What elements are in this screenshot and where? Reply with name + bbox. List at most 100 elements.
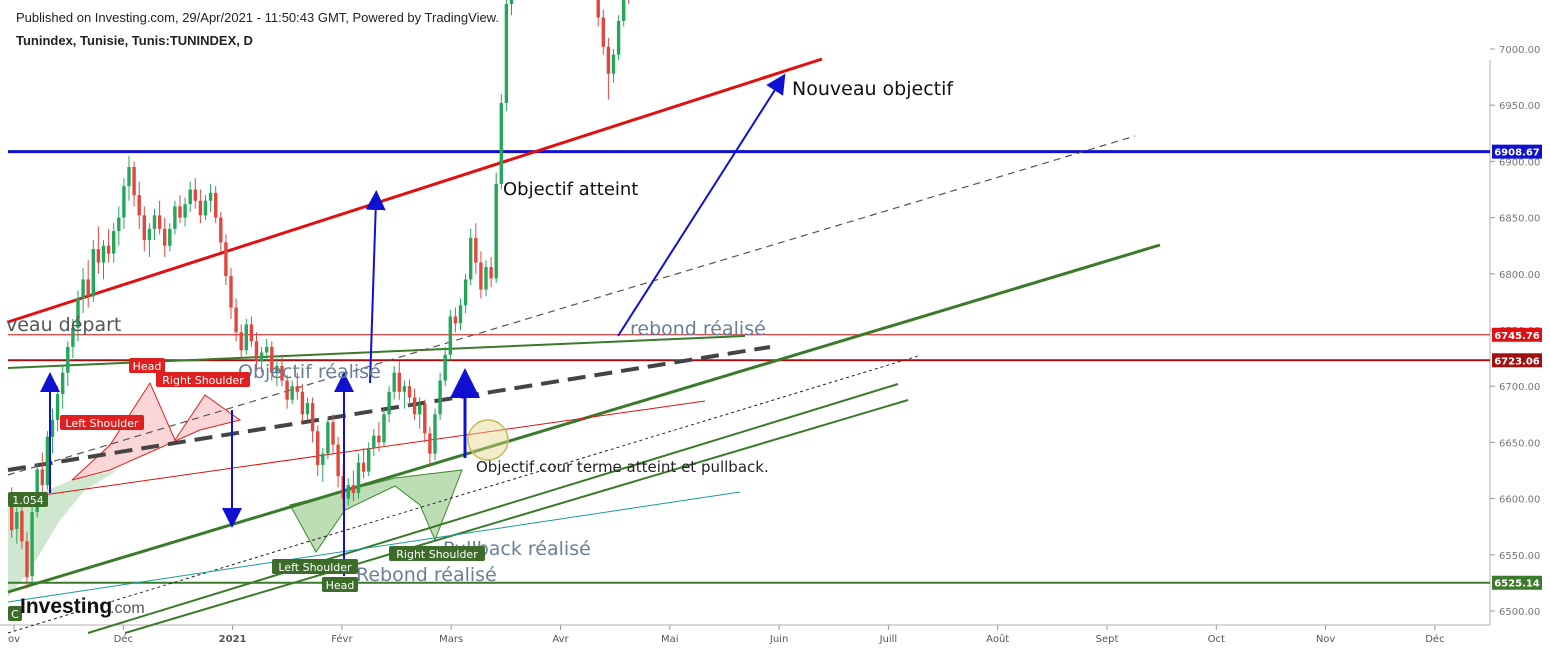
candle[interactable]: [428, 426, 432, 468]
candle[interactable]: [152, 208, 157, 241]
candle[interactable]: [616, 15, 621, 61]
candle[interactable]: [412, 388, 417, 420]
candle[interactable]: [622, 0, 626, 27]
candle[interactable]: [168, 223, 172, 252]
candle[interactable]: [469, 228, 473, 286]
candle[interactable]: [474, 223, 478, 274]
candle[interactable]: [402, 380, 407, 409]
candle[interactable]: [178, 195, 182, 224]
candle[interactable]: [265, 338, 269, 362]
candle[interactable]: [336, 436, 340, 488]
candle[interactable]: [35, 462, 39, 518]
candle[interactable]: [367, 442, 371, 477]
candle[interactable]: [81, 268, 85, 314]
candle[interactable]: [142, 206, 146, 252]
candle[interactable]: [219, 211, 223, 252]
candle[interactable]: [627, 0, 630, 5]
candle[interactable]: [30, 504, 34, 583]
candle[interactable]: [15, 507, 19, 544]
candle[interactable]: [509, 0, 514, 16]
candle[interactable]: [25, 532, 29, 589]
candle[interactable]: [76, 290, 80, 342]
candle[interactable]: [443, 346, 447, 387]
candle[interactable]: [484, 260, 488, 297]
candle[interactable]: [438, 372, 442, 420]
candle[interactable]: [458, 298, 463, 330]
candle[interactable]: [249, 316, 254, 347]
candle[interactable]: [117, 206, 121, 246]
candle[interactable]: [45, 431, 50, 490]
candle[interactable]: [377, 422, 381, 452]
candle[interactable]: [71, 318, 75, 359]
candle[interactable]: [596, 0, 600, 27]
candle[interactable]: [20, 498, 24, 550]
candle[interactable]: [448, 309, 452, 362]
dashed-trendline-lower[interactable]: [7, 355, 919, 634]
candle[interactable]: [61, 365, 65, 409]
candle[interactable]: [101, 240, 106, 280]
candle[interactable]: [224, 234, 228, 286]
candle[interactable]: [50, 408, 55, 454]
candle[interactable]: [112, 223, 116, 263]
candle[interactable]: [310, 397, 315, 443]
candle[interactable]: [244, 318, 248, 355]
candle[interactable]: [214, 186, 218, 224]
candle[interactable]: [106, 228, 111, 263]
green-channel-1[interactable]: [87, 383, 899, 634]
candle[interactable]: [453, 307, 458, 333]
thin-red-trendline[interactable]: [7, 400, 706, 501]
candle[interactable]: [479, 251, 483, 299]
candle[interactable]: [285, 374, 289, 409]
candle[interactable]: [331, 414, 335, 454]
candle[interactable]: [387, 386, 391, 423]
candle[interactable]: [407, 379, 412, 407]
candle[interactable]: [183, 197, 187, 227]
time-axis[interactable]: ov Déc 2021 Févr Mars Avr Mai Juin Juill Août Sept…: [8, 625, 1445, 645]
candle[interactable]: [198, 189, 203, 224]
candle[interactable]: [361, 448, 366, 479]
candle[interactable]: [423, 399, 427, 443]
teal-trendline[interactable]: [7, 491, 741, 603]
candle[interactable]: [132, 161, 136, 207]
candle[interactable]: [137, 181, 141, 229]
candle[interactable]: [239, 324, 243, 359]
candle[interactable]: [259, 346, 264, 373]
candle[interactable]: [601, 9, 605, 55]
upper-red-trendline[interactable]: [7, 57, 823, 324]
candle[interactable]: [96, 226, 101, 274]
candle[interactable]: [305, 397, 310, 420]
candle[interactable]: [489, 256, 493, 288]
candle[interactable]: [275, 358, 279, 387]
candle[interactable]: [157, 200, 162, 235]
candle[interactable]: [280, 354, 284, 387]
candle[interactable]: [326, 417, 330, 460]
candle[interactable]: [147, 223, 152, 257]
candle[interactable]: [127, 155, 131, 201]
candle[interactable]: [55, 386, 60, 432]
candle[interactable]: [91, 240, 95, 302]
candle[interactable]: [504, 0, 509, 111]
target-arrow[interactable]: [617, 73, 786, 337]
candle[interactable]: [433, 408, 437, 461]
candle[interactable]: [86, 260, 90, 308]
candle[interactable]: [463, 273, 468, 314]
candle[interactable]: [606, 37, 611, 100]
measure-arrow-4[interactable]: [365, 190, 386, 384]
candle[interactable]: [397, 361, 401, 400]
candle[interactable]: [173, 200, 177, 235]
candle[interactable]: [382, 408, 386, 447]
candle[interactable]: [372, 428, 376, 456]
candle[interactable]: [392, 365, 396, 400]
candle[interactable]: [40, 452, 44, 495]
candle[interactable]: [66, 341, 70, 387]
candle[interactable]: [295, 372, 299, 400]
candle[interactable]: [611, 49, 616, 83]
candle[interactable]: [122, 178, 126, 229]
candle[interactable]: [234, 298, 238, 342]
candle[interactable]: [163, 217, 167, 257]
candle[interactable]: [300, 383, 305, 423]
candle[interactable]: [321, 448, 325, 482]
candle[interactable]: [356, 453, 361, 499]
candle[interactable]: [346, 478, 350, 506]
